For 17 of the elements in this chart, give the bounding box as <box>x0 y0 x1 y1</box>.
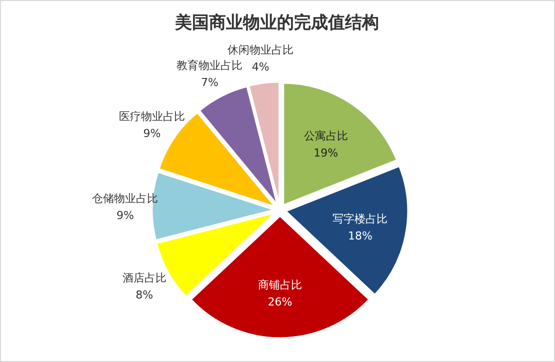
slice-label: 写字楼占比 <box>332 212 388 226</box>
data-label: 19% <box>314 146 338 160</box>
slice-label: 医疗物业占比 <box>118 110 185 123</box>
slice-label: 公寓占比 <box>304 129 348 142</box>
data-label: 9% <box>143 126 161 140</box>
data-label: 8% <box>136 288 154 302</box>
slice-label: 酒店占比 <box>122 272 166 285</box>
slice-label: 仓储物业占比 <box>92 192 158 206</box>
data-label: 9% <box>116 209 134 222</box>
data-label: 26% <box>268 296 292 309</box>
data-label: 4% <box>252 60 270 74</box>
data-label: 7% <box>200 76 218 90</box>
data-label: 18% <box>348 229 372 242</box>
slice-label: 休闲物业占比 <box>228 43 294 56</box>
slice-label: 商铺占比 <box>258 278 302 292</box>
slice-label: 教育物业占比 <box>176 59 243 72</box>
chart-title: 美国商业物业的完成值结构 <box>174 13 379 33</box>
